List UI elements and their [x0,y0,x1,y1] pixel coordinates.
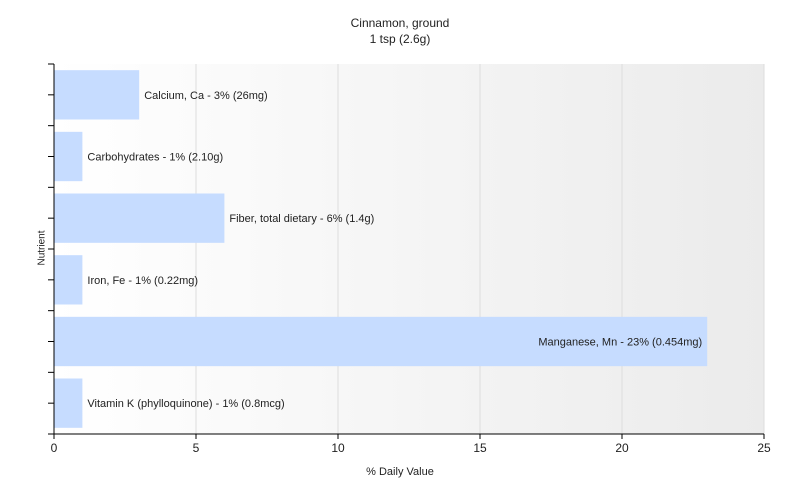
data-label-0: Calcium, Ca - 3% (26mg) [144,90,267,102]
plot-area [54,64,764,434]
x-tick-label-1: 5 [193,441,200,455]
x-tick-label-3: 15 [473,441,487,455]
x-tick-label-5: 25 [757,441,771,455]
x-tick-label-4: 20 [615,441,629,455]
x-axis-label: % Daily Value [366,466,434,478]
data-label-2: Fiber, total dietary - 6% (1.4g) [229,213,374,225]
data-label-1: Carbohydrates - 1% (2.10g) [87,152,223,164]
bar-5 [54,378,83,428]
chart-title: Cinnamon, ground [350,16,450,30]
bar-0 [54,70,140,120]
data-label-3: Iron, Fe - 1% (0.22mg) [87,275,198,287]
chart-subtitle: 1 tsp (2.6g) [369,32,431,46]
data-label-5: Vitamin K (phylloquinone) - 1% (0.8mcg) [87,398,284,410]
bar-2 [54,193,225,243]
bar-1 [54,131,83,182]
x-tick-label-0: 0 [51,441,58,455]
bar-4 [54,316,708,367]
bar-3 [54,255,83,305]
y-axis-label: Nutrient [36,230,48,266]
x-tick-label-2: 10 [331,441,345,455]
data-label-4: Manganese, Mn - 23% (0.454mg) [538,337,702,349]
